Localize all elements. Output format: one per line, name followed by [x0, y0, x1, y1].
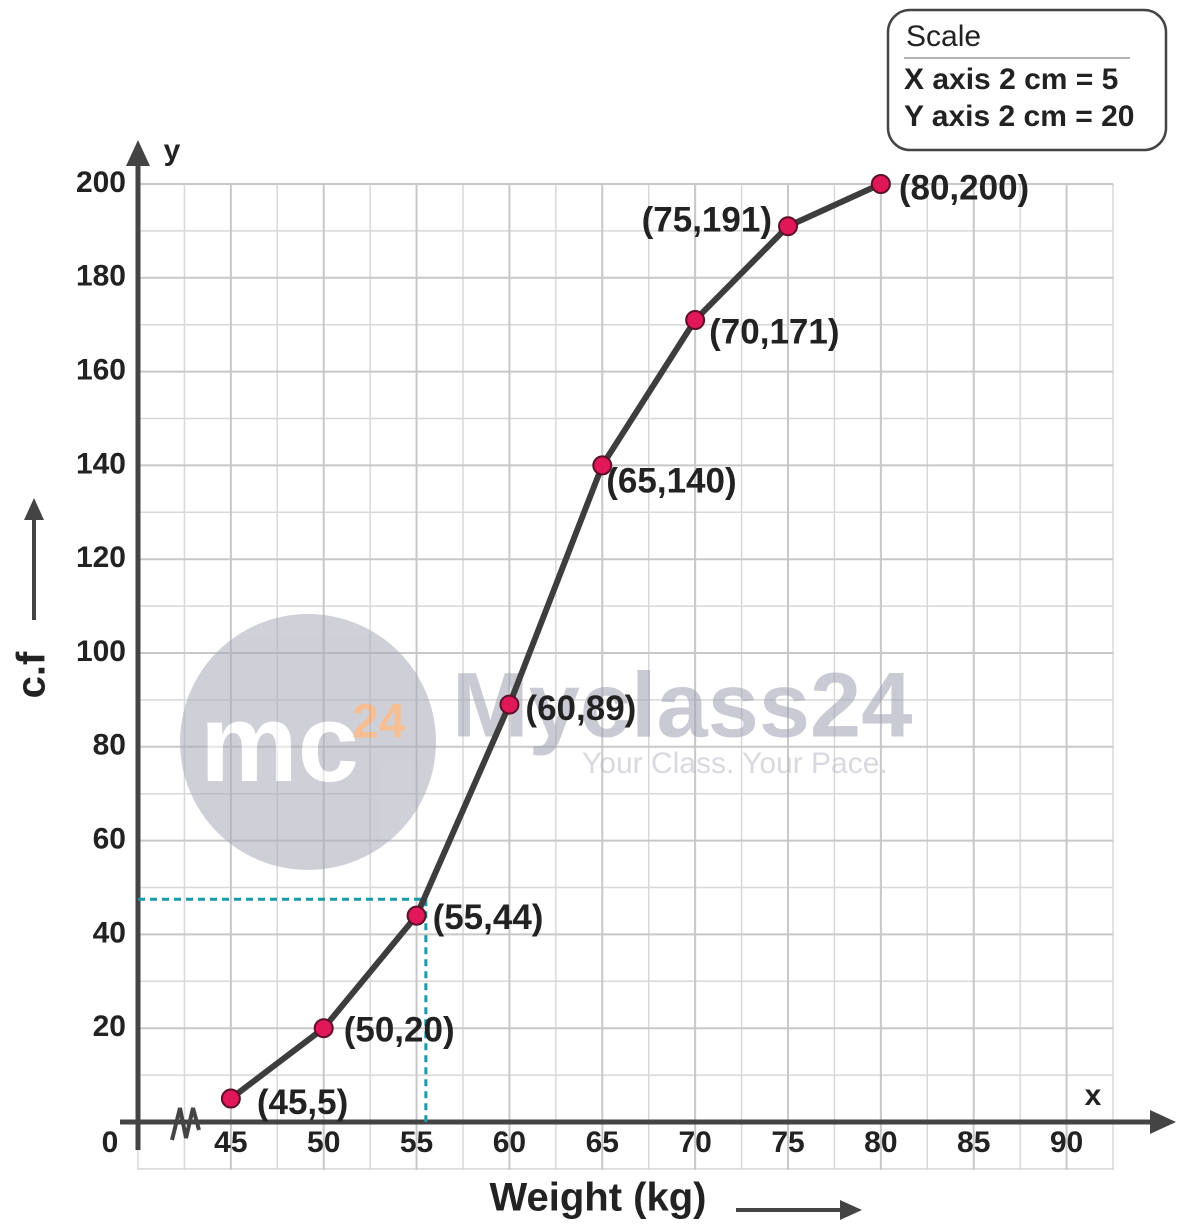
point-label: (65,140) — [606, 462, 736, 501]
scale-line: Y axis 2 cm = 20 — [904, 100, 1134, 133]
point-label: (45,5) — [257, 1083, 348, 1122]
point-label: (50,20) — [344, 1010, 455, 1049]
x-tick-label: 70 — [678, 1126, 711, 1159]
x-tick-label: 55 — [400, 1126, 433, 1159]
x-tick-label: 90 — [1050, 1126, 1083, 1159]
point — [220, 1088, 241, 1109]
point-label: (60,89) — [525, 689, 636, 728]
axes: x y 0 Weight (kg) c.f — [10, 134, 1176, 1220]
point — [499, 694, 520, 715]
y-tick-label: 100 — [76, 635, 126, 668]
scale-title: Scale — [906, 20, 981, 53]
point-label: (75,191) — [642, 200, 772, 239]
grid — [137, 183, 1114, 1170]
y-tick-label: 20 — [93, 1010, 126, 1043]
x-tick-label: 65 — [586, 1126, 619, 1159]
x-tick-label: 45 — [214, 1126, 247, 1159]
y-axis-arrow — [126, 140, 150, 166]
scale-box-frame — [886, 8, 1168, 152]
point — [778, 216, 798, 237]
point — [406, 905, 427, 926]
y-tick-label: 180 — [76, 260, 126, 293]
watermark-circle — [180, 614, 436, 870]
x-tick-label: 50 — [307, 1126, 340, 1159]
y-axis-name: y — [164, 134, 181, 167]
y-tick-label: 120 — [76, 541, 126, 574]
watermark-logo-sup: 24 — [352, 696, 406, 749]
y-label-arrowhead — [24, 498, 44, 520]
point — [313, 1018, 334, 1039]
watermark-logo: mc — [200, 682, 359, 805]
point-label: (55,44) — [433, 898, 544, 937]
x-axis-arrow — [1150, 1110, 1176, 1134]
x-tick-label: 75 — [771, 1126, 804, 1159]
y-tick-label: 60 — [93, 823, 126, 856]
x-axis-label: Weight (kg) — [489, 1176, 706, 1220]
origin-label: 0 — [102, 1126, 119, 1159]
x-axis-name: x — [1085, 1079, 1102, 1112]
y-tick-label: 200 — [76, 166, 126, 199]
point — [870, 174, 891, 194]
point-label: (70,171) — [709, 312, 839, 351]
axis-break — [170, 1107, 201, 1141]
y-tick-label: 80 — [93, 729, 126, 762]
x-tick-label: 60 — [493, 1126, 526, 1159]
scale-line: X axis 2 cm = 5 — [904, 63, 1118, 96]
y-tick-label: 40 — [93, 916, 126, 949]
ogive-line — [229, 181, 883, 1101]
y-axis-label: c.f — [10, 651, 54, 698]
y-tick-label: 160 — [76, 354, 126, 387]
watermark-brand: Myclass24 — [452, 654, 912, 756]
x-label-arrowhead — [840, 1200, 862, 1220]
scale-box: Scale X axis 2 cm = 5 Y axis 2 cm = 20 — [886, 8, 1168, 152]
point — [685, 310, 706, 331]
x-tick-label: 85 — [957, 1126, 990, 1159]
watermark-tagline: Your Class. Your Pace. — [582, 747, 888, 780]
point — [592, 455, 613, 476]
point-label: (80,200) — [899, 168, 1029, 207]
watermark: mc 24 Myclass24 Your Class. Your Pace. — [180, 614, 912, 870]
y-tick-label: 140 — [76, 447, 126, 480]
x-tick-label: 80 — [864, 1126, 897, 1159]
